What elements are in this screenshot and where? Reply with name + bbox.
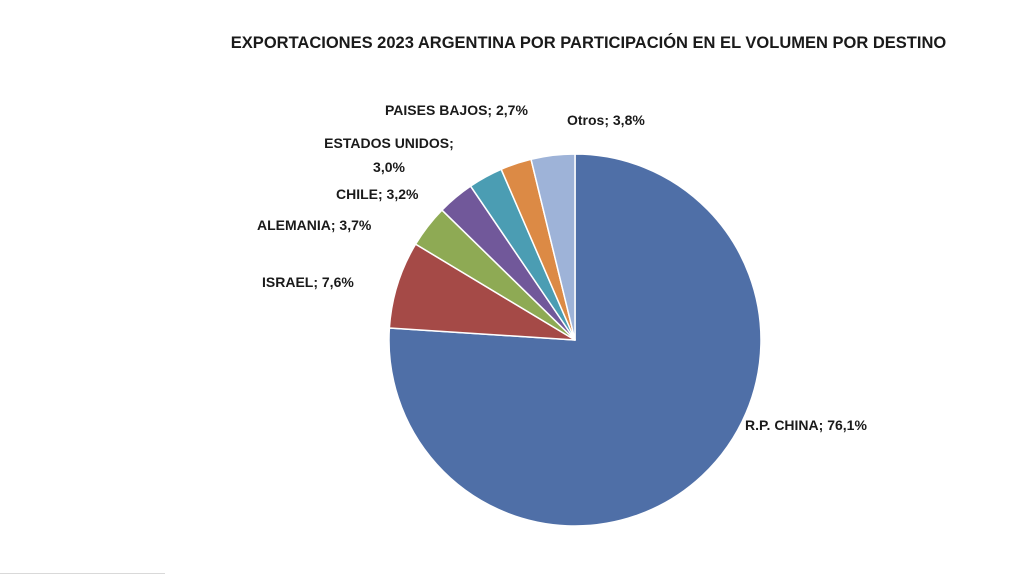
data-label-chile: CHILE; 3,2% bbox=[336, 186, 419, 202]
pie-labels: R.P. CHINA; 76,1% ISRAEL; 7,6% ALEMANIA; 3… bbox=[257, 102, 867, 433]
data-label-line: ALEMANIA; 3,7% bbox=[257, 217, 372, 233]
data-label-line: ESTADOS UNIDOS; bbox=[324, 135, 454, 151]
chart-title: EXPORTACIONES 2023 ARGENTINA POR PARTICI… bbox=[230, 34, 947, 52]
data-label-estados-unidos: ESTADOS UNIDOS; 3,0% bbox=[324, 135, 454, 175]
pie-slices bbox=[388, 153, 762, 527]
data-label-otros: Otros; 3,8% bbox=[567, 112, 645, 128]
data-label-alemania: ALEMANIA; 3,7% bbox=[257, 217, 372, 233]
pie-slice-r-p-china bbox=[388, 153, 762, 527]
data-label-line: PAISES BAJOS; 2,7% bbox=[385, 102, 528, 118]
data-label-paises-bajos: PAISES BAJOS; 2,7% bbox=[385, 102, 528, 118]
data-label-line: Otros; 3,8% bbox=[567, 112, 645, 128]
data-label-israel: ISRAEL; 7,6% bbox=[262, 274, 354, 290]
pie-slice-otros bbox=[530, 153, 576, 341]
data-label-line: CHILE; 3,2% bbox=[336, 186, 419, 202]
data-label-line: 3,0% bbox=[373, 159, 405, 175]
data-label-r-p-china: R.P. CHINA; 76,1% bbox=[745, 417, 867, 433]
data-label-line: ISRAEL; 7,6% bbox=[262, 274, 354, 290]
data-label-line: R.P. CHINA; 76,1% bbox=[745, 417, 867, 433]
bottom-edge-line bbox=[0, 573, 165, 574]
